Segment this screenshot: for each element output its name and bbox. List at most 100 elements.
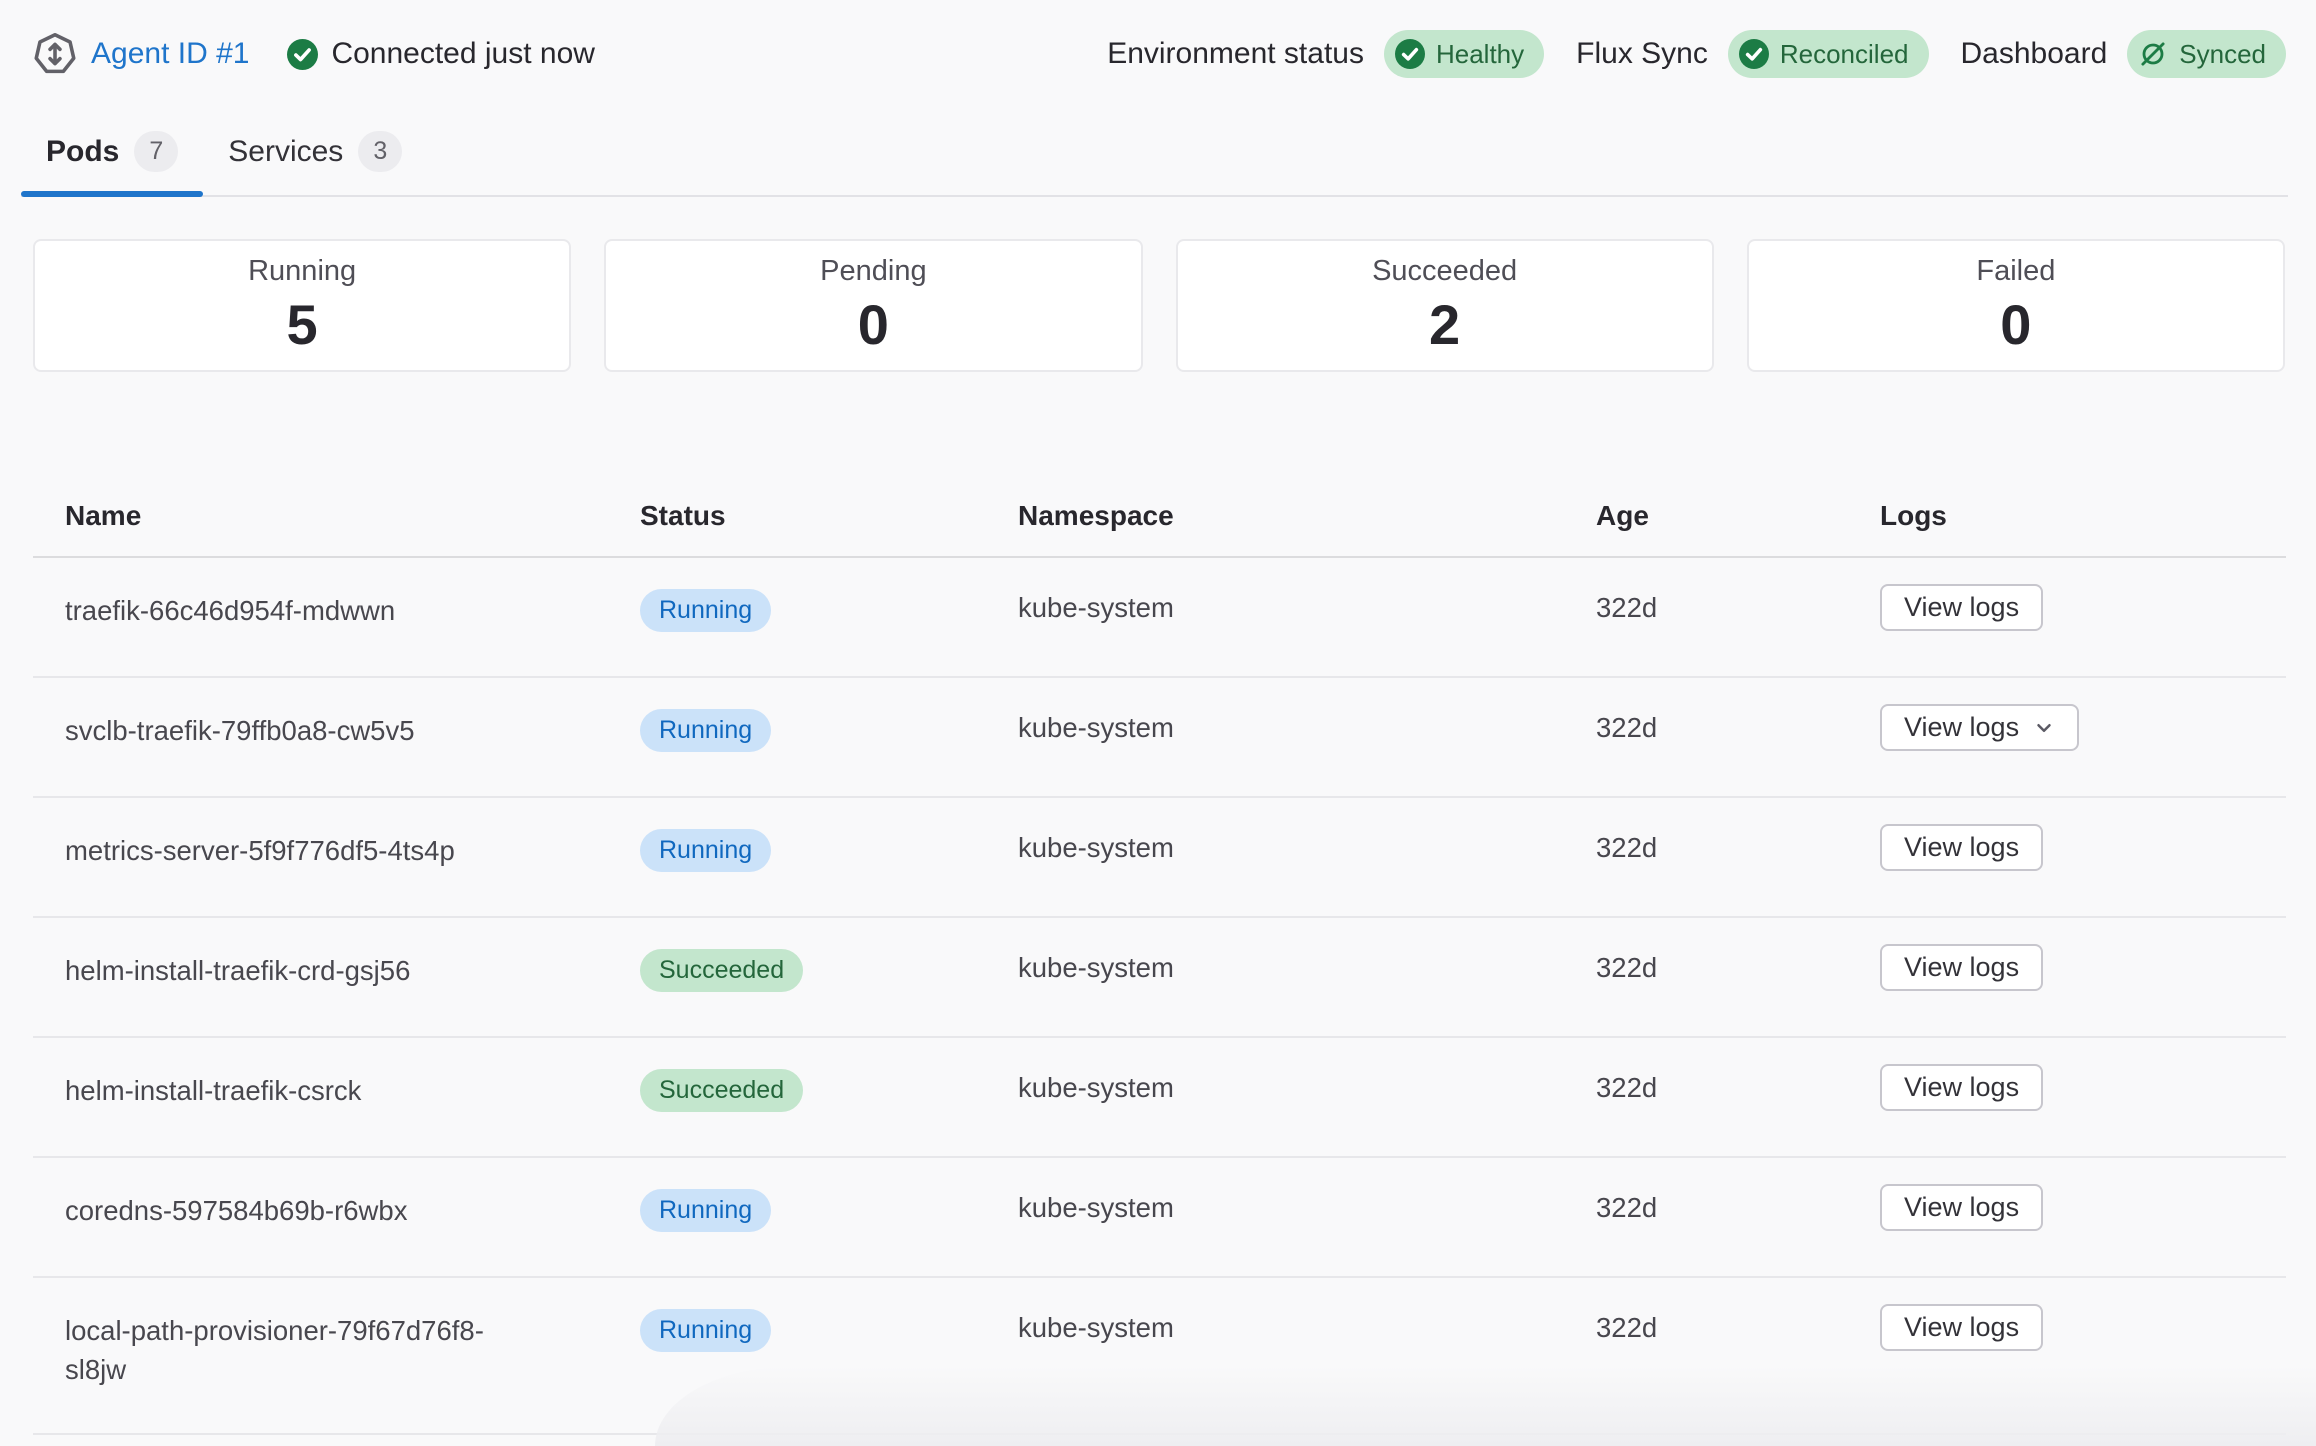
tab-label: Services	[228, 134, 344, 168]
bottom-overlay-decoration	[655, 1366, 2316, 1446]
pod-status-summary: Running 5 Pending 0 Succeeded 2 Failed 0	[33, 239, 2285, 372]
pod-namespace: kube-system	[986, 677, 1564, 798]
tab-count-badge: 7	[134, 131, 179, 172]
table-row: helm-install-traefik-csrck Succeeded kub…	[33, 1037, 2286, 1158]
column-header-age: Age	[1564, 476, 1848, 558]
view-logs-label: View logs	[1904, 1072, 2020, 1102]
view-logs-button[interactable]: View logs	[1880, 584, 2044, 631]
view-logs-label: View logs	[1904, 1312, 2020, 1342]
tab-services[interactable]: Services 3	[203, 118, 427, 195]
tab-pods[interactable]: Pods 7	[21, 118, 204, 197]
chevron-down-icon	[2033, 717, 2055, 739]
check-circle-icon	[1394, 39, 1425, 69]
stat-value: 0	[857, 292, 889, 356]
env-status-label: Flux Sync	[1576, 37, 1708, 70]
pod-name: local-path-provisioner-79f67d76f8-sl8jw	[65, 1315, 484, 1385]
agent-id-link[interactable]: Agent ID #1	[91, 37, 250, 70]
pod-status-badge: Succeeded	[640, 949, 804, 992]
pod-name: helm-install-traefik-csrck	[65, 1075, 362, 1106]
pod-name: helm-install-traefik-crd-gsj56	[65, 955, 411, 986]
pod-status-badge: Succeeded	[640, 1069, 804, 1112]
column-header-namespace: Namespace	[986, 476, 1564, 558]
pod-age: 322d	[1564, 1037, 1848, 1158]
check-circle-icon	[287, 38, 319, 70]
pod-namespace: kube-system	[986, 1157, 1564, 1278]
agent-summary: Agent ID #1 Connected just now	[33, 32, 595, 76]
pod-age: 322d	[1564, 917, 1848, 1038]
view-logs-button[interactable]: View logs	[1880, 1304, 2044, 1351]
pod-age: 322d	[1564, 677, 1848, 798]
env-status-pair: Environment status Healthy	[1107, 30, 1545, 78]
table-row: helm-install-traefik-crd-gsj56 Succeeded…	[33, 917, 2286, 1038]
kubernetes-agent-icon	[33, 32, 77, 76]
pod-name: metrics-server-5f9f776df5-4ts4p	[65, 835, 455, 866]
pods-table-header: Name Status Namespace Age Logs	[33, 476, 2286, 558]
table-row: traefik-66c46d954f-mdwwn Running kube-sy…	[33, 557, 2286, 678]
stat-card-pending: Pending 0	[604, 239, 1143, 372]
env-status-pair: Dashboard Synced	[1960, 30, 2286, 78]
stat-value: 5	[286, 292, 318, 356]
tab-label: Pods	[46, 134, 120, 168]
status-badge: Synced	[2127, 30, 2286, 78]
view-logs-label: View logs	[1904, 952, 2020, 982]
pod-namespace: kube-system	[986, 1037, 1564, 1158]
pod-status-badge: Running	[640, 1309, 772, 1352]
pod-name: coredns-597584b69b-r6wbx	[65, 1195, 408, 1226]
pods-table-body: traefik-66c46d954f-mdwwn Running kube-sy…	[33, 557, 2286, 1435]
check-circle-icon	[1738, 39, 1769, 69]
stat-label: Pending	[820, 254, 927, 287]
view-logs-button[interactable]: View logs	[1880, 1184, 2044, 1231]
stat-label: Failed	[1976, 254, 2056, 287]
stat-card-running: Running 5	[33, 239, 572, 372]
stat-label: Succeeded	[1372, 254, 1518, 287]
stat-label: Running	[248, 254, 357, 287]
env-status-pair: Flux Sync Reconciled	[1576, 30, 1929, 78]
table-row: svclb-traefik-79ffb0a8-cw5v5 Running kub…	[33, 677, 2286, 798]
status-badge-label: Reconciled	[1779, 39, 1909, 69]
column-header-status: Status	[608, 476, 986, 558]
tab-count-badge: 3	[358, 131, 403, 172]
table-row: coredns-597584b69b-r6wbx Running kube-sy…	[33, 1157, 2286, 1278]
view-logs-label: View logs	[1904, 712, 2020, 742]
pod-status-badge: Running	[640, 709, 772, 752]
view-logs-button[interactable]: View logs	[1880, 824, 2044, 871]
pod-status-badge: Running	[640, 1189, 772, 1232]
status-badge: Reconciled	[1727, 30, 1929, 78]
pod-age: 322d	[1564, 557, 1848, 678]
pod-status-badge: Running	[640, 589, 772, 632]
pod-age: 322d	[1564, 1157, 1848, 1278]
column-header-name: Name	[33, 476, 608, 558]
env-status-label: Environment status	[1107, 37, 1364, 70]
environment-statuses: Environment status Healthy Flux Sync Rec…	[1107, 30, 2286, 78]
flux-sync-icon	[2138, 39, 2168, 69]
connection-status: Connected just now	[287, 37, 595, 71]
view-logs-button[interactable]: View logs	[1880, 704, 2080, 751]
env-status-label: Dashboard	[1960, 37, 2108, 70]
pods-table: Name Status Namespace Age Logs traefik-6…	[33, 476, 2286, 1435]
table-row: metrics-server-5f9f776df5-4ts4p Running …	[33, 797, 2286, 918]
pod-name: svclb-traefik-79ffb0a8-cw5v5	[65, 715, 415, 746]
pod-namespace: kube-system	[986, 557, 1564, 678]
connection-status-text: Connected just now	[331, 37, 595, 70]
tabs: Pods 7 Services 3	[21, 118, 2288, 197]
view-logs-label: View logs	[1904, 592, 2020, 622]
view-logs-button[interactable]: View logs	[1880, 1064, 2044, 1111]
stat-card-failed: Failed 0	[1746, 239, 2285, 372]
column-header-logs: Logs	[1848, 476, 2286, 558]
status-badge-label: Synced	[2179, 39, 2266, 69]
pod-namespace: kube-system	[986, 797, 1564, 918]
pod-name: traefik-66c46d954f-mdwwn	[65, 595, 396, 626]
stat-card-succeeded: Succeeded 2	[1175, 239, 1714, 372]
view-logs-label: View logs	[1904, 1192, 2020, 1222]
pod-namespace: kube-system	[986, 917, 1564, 1038]
pod-age: 322d	[1564, 797, 1848, 918]
view-logs-button[interactable]: View logs	[1880, 944, 2044, 991]
stat-value: 2	[1429, 292, 1461, 356]
status-badge-label: Healthy	[1435, 39, 1525, 69]
status-badge: Healthy	[1383, 30, 1545, 78]
view-logs-label: View logs	[1904, 832, 2020, 862]
topbar: Agent ID #1 Connected just now Environme…	[0, 0, 2316, 78]
stat-value: 0	[2000, 292, 2032, 356]
pod-status-badge: Running	[640, 829, 772, 872]
